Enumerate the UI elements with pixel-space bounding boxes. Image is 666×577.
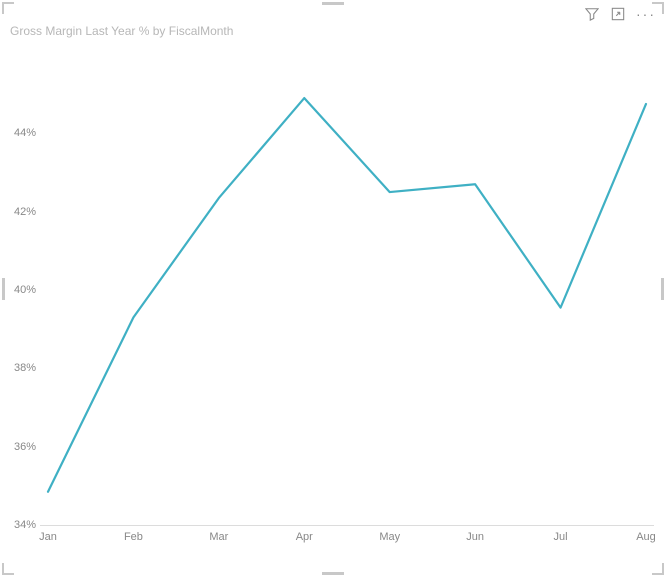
resize-handle-bl[interactable] (2, 563, 14, 575)
resize-handle-bottom[interactable] (322, 572, 344, 575)
y-axis-tick: 44% (6, 127, 36, 139)
x-axis-tick: Jan (39, 531, 57, 543)
chart-title: Gross Margin Last Year % by FiscalMonth (10, 24, 233, 38)
resize-handle-right[interactable] (661, 278, 664, 300)
resize-handle-left[interactable] (2, 278, 5, 300)
focus-mode-icon[interactable] (610, 6, 626, 22)
resize-handle-br[interactable] (652, 563, 664, 575)
y-axis-tick: 42% (6, 206, 36, 218)
data-line (48, 98, 646, 492)
filter-icon[interactable] (584, 6, 600, 22)
y-axis-tick: 36% (6, 441, 36, 453)
chart-plot-area: 34%36%38%40%42%44%JanFebMarAprMayJunJulA… (40, 45, 654, 545)
visual-toolbar: ··· (584, 6, 656, 22)
y-axis-tick: 40% (6, 284, 36, 296)
y-axis-tick: 38% (6, 362, 36, 374)
y-axis-tick: 34% (6, 519, 36, 531)
chart-visual: ··· Gross Margin Last Year % by FiscalMo… (0, 0, 666, 577)
resize-handle-top[interactable] (322, 2, 344, 5)
x-axis-tick: May (379, 531, 400, 543)
x-axis-tick: Feb (124, 531, 143, 543)
resize-handle-tl[interactable] (2, 2, 14, 14)
more-options-icon[interactable]: ··· (636, 7, 656, 21)
x-axis-tick: Jun (466, 531, 484, 543)
x-axis-tick: Apr (296, 531, 313, 543)
line-chart-svg (40, 45, 654, 545)
x-axis-tick: Aug (636, 531, 656, 543)
x-axis-tick: Mar (209, 531, 228, 543)
x-axis-tick: Jul (554, 531, 568, 543)
